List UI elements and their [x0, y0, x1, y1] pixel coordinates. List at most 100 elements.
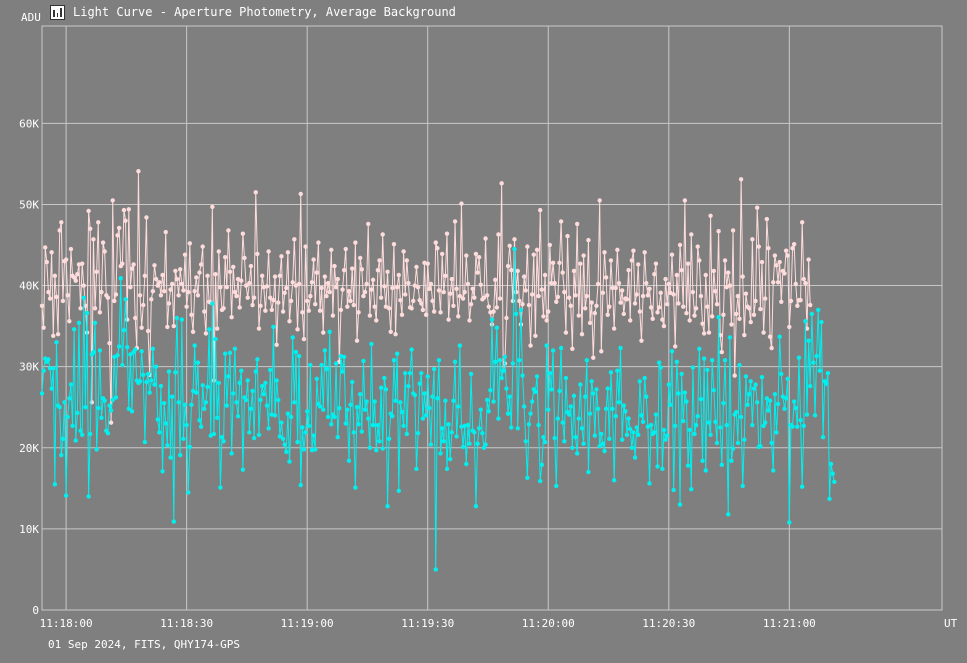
data-point [353, 240, 358, 245]
data-point [775, 401, 781, 407]
data-point [364, 281, 369, 287]
data-point [510, 298, 516, 304]
data-point [391, 241, 397, 247]
data-point [253, 369, 258, 374]
data-point [380, 232, 385, 237]
data-point [544, 343, 549, 348]
data-point [563, 330, 569, 335]
data-point [750, 422, 755, 428]
data-point [576, 313, 581, 318]
data-point [594, 303, 599, 309]
x-axis-label: UT [944, 617, 958, 630]
data-point [356, 310, 361, 315]
data-point [771, 280, 776, 285]
data-point [168, 455, 173, 460]
data-point [554, 299, 559, 304]
data-point [47, 296, 53, 301]
data-point [746, 392, 752, 397]
data-point [73, 438, 78, 443]
data-point [465, 422, 471, 428]
data-point [444, 466, 450, 472]
data-point [761, 423, 766, 429]
data-point [756, 244, 761, 249]
data-point [282, 442, 287, 447]
data-point [211, 431, 217, 437]
x-tick-label: 11:18:00 [40, 617, 93, 630]
data-point [579, 332, 585, 337]
data-point [182, 402, 188, 407]
data-point [801, 276, 806, 282]
data-point [812, 413, 818, 418]
data-point [338, 307, 344, 313]
data-point [832, 479, 837, 485]
data-point [719, 349, 725, 355]
data-point [279, 254, 284, 259]
data-point [515, 426, 520, 431]
data-point [732, 373, 737, 378]
data-point [708, 432, 713, 437]
data-point [227, 269, 233, 274]
data-point [250, 302, 255, 308]
data-point [415, 284, 421, 290]
data-point [251, 295, 257, 300]
data-point [616, 280, 622, 286]
data-point [423, 413, 429, 418]
data-point [346, 289, 352, 294]
data-point [640, 293, 646, 299]
data-point [737, 362, 742, 368]
data-point [282, 290, 287, 296]
data-point [71, 275, 77, 280]
data-point [803, 280, 808, 286]
data-point [205, 273, 210, 279]
data-point [493, 359, 498, 364]
data-point [126, 406, 131, 412]
data-point [221, 306, 226, 311]
data-point [709, 357, 715, 363]
data-point [398, 400, 403, 405]
data-point [176, 293, 181, 298]
data-point [407, 370, 413, 376]
data-point [785, 253, 790, 258]
data-point [417, 381, 422, 386]
data-point [195, 293, 201, 298]
data-point [443, 273, 448, 279]
data-point [766, 246, 771, 251]
series-1 [39, 168, 813, 425]
data-point [242, 255, 247, 261]
data-point [327, 329, 332, 334]
data-point [611, 478, 617, 483]
data-point [560, 420, 565, 425]
data-point [462, 289, 467, 295]
data-point [202, 406, 207, 412]
data-point [198, 424, 204, 429]
data-point [658, 290, 663, 296]
data-point [268, 295, 273, 300]
data-point [793, 405, 798, 411]
data-point [150, 289, 156, 294]
data-point [187, 241, 193, 246]
data-point [259, 273, 265, 279]
data-point [359, 267, 365, 272]
data-point [398, 297, 403, 303]
data-point [380, 446, 385, 451]
data-point [139, 349, 144, 354]
data-point [113, 292, 119, 297]
data-point [182, 252, 188, 257]
light-curve-app-icon[interactable] [50, 4, 65, 20]
data-point [313, 302, 318, 307]
data-point [372, 399, 377, 404]
data-point [108, 408, 114, 413]
data-point [681, 304, 686, 309]
data-point [465, 281, 471, 287]
data-point [698, 396, 704, 402]
data-point [502, 354, 508, 360]
data-point [682, 390, 688, 395]
data-point [155, 417, 160, 422]
data-point [565, 233, 570, 239]
data-point [526, 302, 532, 308]
data-point [546, 407, 551, 412]
data-point [420, 307, 426, 313]
data-point [248, 406, 254, 412]
data-point [124, 317, 130, 322]
